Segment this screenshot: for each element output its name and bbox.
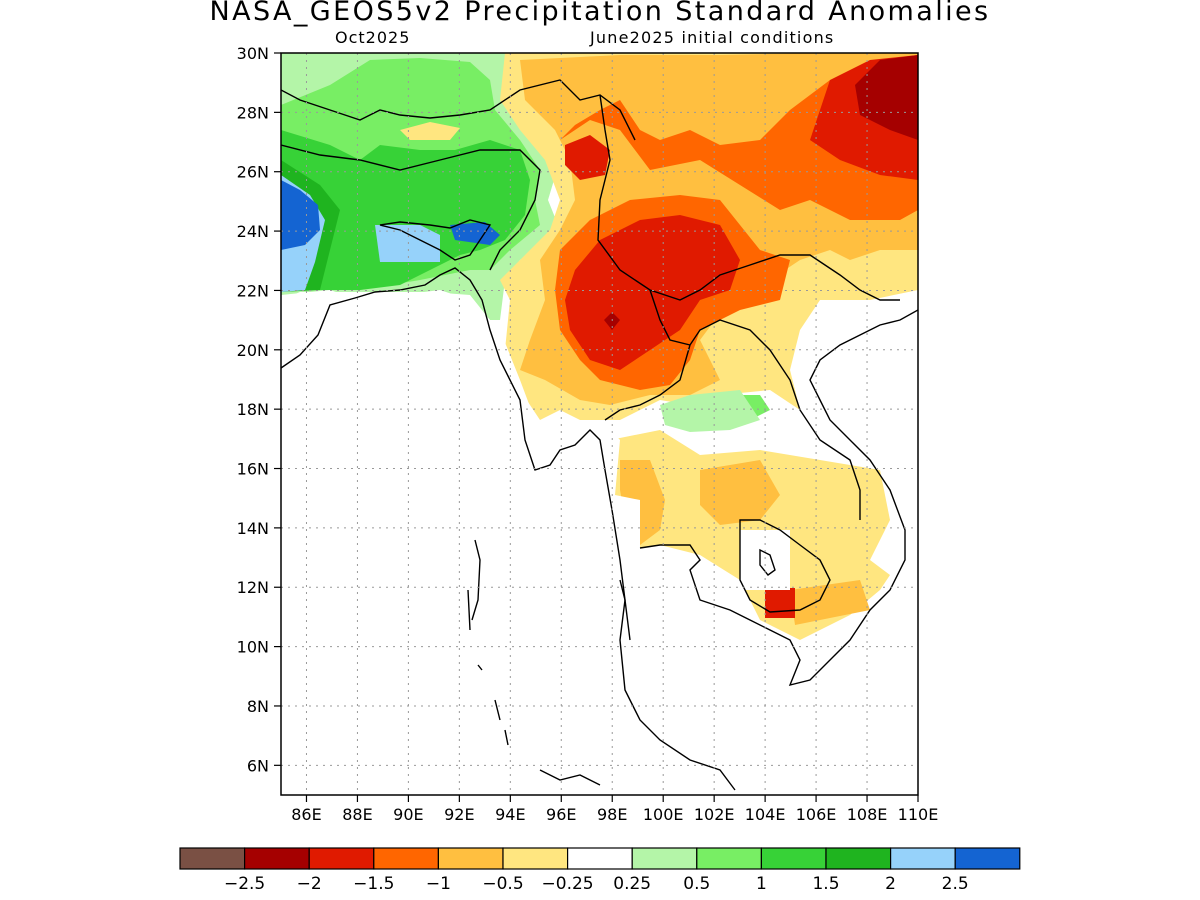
- map-title: NASA_GEOS5v2 Precipitation Standard Anom…: [209, 0, 991, 27]
- colorbar-label: 2: [885, 874, 896, 894]
- colorbar-label: 2.5: [942, 874, 969, 894]
- lon-tick-label: 90E: [393, 805, 423, 824]
- lon-tick-label: 92E: [444, 805, 474, 824]
- negative-anomaly-1.5-north: [565, 135, 610, 180]
- colorbar-swatch: [437, 847, 504, 870]
- negative-anomaly-south-0.5-b: [700, 460, 780, 525]
- initial-conditions-label: June2025 initial conditions: [590, 28, 835, 47]
- forecast-month-label: Oct2025: [335, 28, 411, 47]
- lon-tick-label: 86E: [291, 805, 321, 824]
- lat-tick-label: 28N: [237, 103, 269, 122]
- colorbar-swatch: [631, 847, 698, 870]
- lat-tick-label: 20N: [237, 341, 269, 360]
- lat-tick-label: 24N: [237, 222, 269, 241]
- positive-anomaly-1.5-region: [281, 130, 530, 290]
- lat-tick-label: 10N: [237, 638, 269, 657]
- lat-tick-label: 26N: [237, 163, 269, 182]
- negative-anomaly-south-0.5-c: [790, 580, 870, 625]
- lat-tick-label: 16N: [237, 460, 269, 479]
- longitude-axis: 86E 88E 90E 92E 94E 96E 98E 100E 102E 104E 106E 108…: [291, 795, 938, 824]
- colorbar-swatch: [566, 847, 633, 870]
- latitude-axis: 30N 28N 26N 24N 22N 20N 18N 16N 14N 12N 10N 8N 6N: [237, 44, 281, 775]
- colorbar-label: 0.5: [683, 874, 710, 894]
- lat-tick-label: 22N: [237, 281, 269, 300]
- colorbar: −2.5 −2 −1.5 −1 −0.5 −0.25 0.25 0.5 1 1.5 2 2.5: [179, 847, 1021, 894]
- lat-tick-label: 30N: [237, 44, 269, 63]
- lat-tick-label: 14N: [237, 519, 269, 538]
- lon-tick-label: 100E: [643, 805, 684, 824]
- colorbar-label: 1: [756, 874, 767, 894]
- lon-tick-label: 106E: [796, 805, 837, 824]
- map-frame: [280, 52, 919, 796]
- lon-tick-label: 98E: [597, 805, 627, 824]
- colorbar-label: −1.5: [353, 874, 394, 894]
- colorbar-swatch: [244, 847, 310, 870]
- colorbar-label: −0.25: [542, 874, 594, 894]
- colorbar-label: −2: [297, 874, 322, 894]
- coastlines: [281, 79, 918, 791]
- lon-tick-label: 88E: [342, 805, 372, 824]
- lat-tick-label: 8N: [247, 697, 269, 716]
- lon-tick-label: 104E: [745, 805, 786, 824]
- positive-anomaly-2.5-region: [281, 180, 320, 250]
- colorbar-label: 0.25: [613, 874, 651, 894]
- colorbar-swatch: [954, 847, 1021, 870]
- ocean-mask-2: [500, 420, 918, 795]
- lat-tick-label: 6N: [247, 756, 269, 775]
- colorbar-label: −2.5: [224, 874, 265, 894]
- colorbar-swatch: [502, 847, 569, 870]
- small-negative-patch: [400, 122, 460, 140]
- positive-anomaly-laos-light: [660, 390, 760, 432]
- positive-anomaly-bay-region: [375, 225, 440, 262]
- ocean-mask: [281, 290, 535, 795]
- lon-tick-label: 94E: [495, 805, 525, 824]
- lon-tick-label: 110E: [898, 805, 939, 824]
- colorbar-label: 1.5: [812, 874, 839, 894]
- colorbar-swatch: [373, 847, 439, 870]
- colorbar-swatch: [760, 847, 827, 870]
- colorbar-label: −1: [426, 874, 451, 894]
- colorbar-label: −0.5: [482, 874, 523, 894]
- lon-tick-label: 108E: [847, 805, 888, 824]
- white-patch: [740, 530, 790, 590]
- colorbar-swatch: [696, 847, 762, 870]
- lon-tick-label: 102E: [694, 805, 735, 824]
- graticule: [281, 52, 919, 795]
- colorbar-swatch: [825, 847, 892, 870]
- colorbar-swatch: [889, 847, 956, 870]
- negative-anomaly-2-region: [855, 55, 918, 140]
- colorbar-swatch: [308, 847, 375, 870]
- lon-tick-label: 96E: [546, 805, 576, 824]
- negative-anomaly-south-1.5: [765, 588, 795, 618]
- anomaly-field: [281, 53, 918, 795]
- lat-tick-label: 18N: [237, 400, 269, 419]
- colorbar-swatch: [179, 847, 246, 870]
- lat-tick-label: 12N: [237, 578, 269, 597]
